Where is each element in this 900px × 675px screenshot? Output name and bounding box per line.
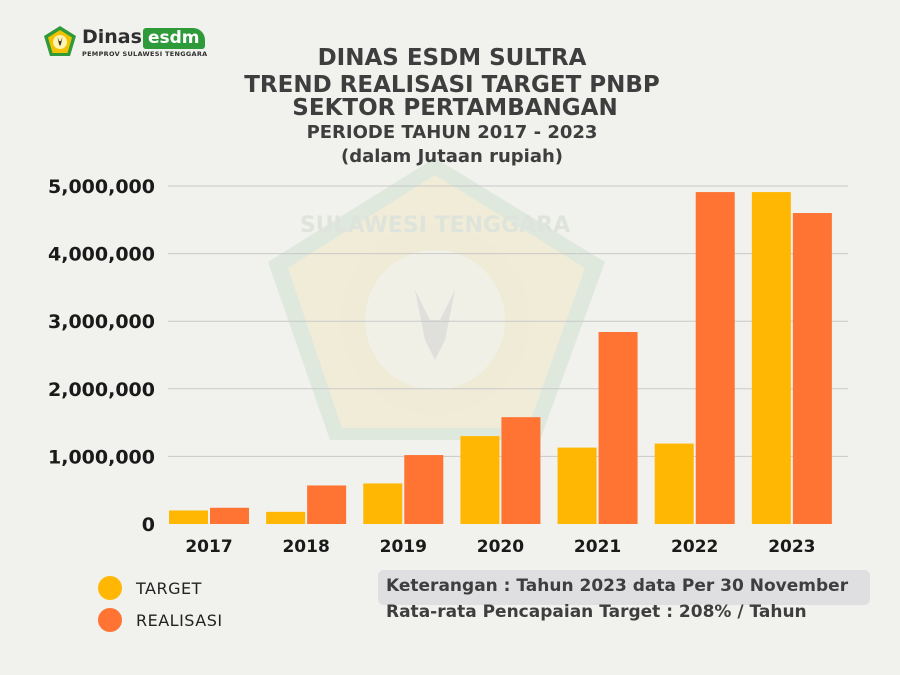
brand-name-dinas: Dinas (82, 26, 142, 48)
legend-target: TARGET (98, 576, 202, 600)
title-line-5: (dalam Jutaan rupiah) (341, 146, 563, 167)
y-axis-ticks: 0 1,000,000 2,000,000 3,000,000 4,000,000 5,0… (48, 176, 155, 536)
x-tick-label-2018: 2018 (282, 537, 329, 557)
legend-target-swatch (98, 576, 122, 600)
chart-title: DINAS ESDM SULTRA TREND REALISASI TARGET… (244, 45, 660, 167)
legend-realisasi-swatch (98, 608, 122, 632)
bar-target-2023 (751, 192, 791, 525)
bar-realisasi-2019 (404, 455, 444, 524)
bar-realisasi-2022 (695, 192, 735, 525)
bar-target-2017 (169, 510, 208, 524)
x-tick-label-2021: 2021 (574, 537, 621, 557)
x-tick-label-2017: 2017 (185, 537, 232, 557)
legend-realisasi: REALISASI (98, 608, 223, 632)
bar-realisasi-2018 (307, 485, 347, 524)
bar-target-2020 (460, 436, 500, 524)
bar-realisasi-2021 (598, 332, 638, 524)
x-tick-label-2022: 2022 (671, 537, 718, 557)
bar-target-2019 (363, 483, 403, 524)
note-keterangan: Keterangan : Tahun 2023 data Per 30 Nove… (386, 576, 849, 596)
emblem-icon (44, 26, 76, 56)
y-tick-label: 3,000,000 (48, 311, 155, 333)
bar-realisasi-2020 (501, 417, 541, 524)
title-line-4: PERIODE TAHUN 2017 - 2023 (307, 122, 598, 143)
x-axis-ticks: 2017 2018 2019 2020 2021 2022 2023 (185, 537, 815, 557)
x-tick-label-2019: 2019 (380, 537, 427, 557)
y-tick-label: 4,000,000 (48, 244, 155, 266)
y-tick-label: 0 (142, 514, 155, 536)
title-line-2: TREND REALISASI TARGET PNBP (244, 72, 660, 98)
bar-target-2018 (266, 511, 306, 524)
x-tick-label-2020: 2020 (477, 537, 524, 557)
brand-logo: Dinas esdm PEMPROV SULAWESI TENGGARA (42, 24, 207, 60)
watermark-text: SULAWESI TENGGARA (300, 213, 570, 238)
y-tick-label: 2,000,000 (48, 379, 155, 401)
bar-target-2022 (654, 443, 694, 524)
bar-realisasi-2017 (210, 507, 249, 524)
brand-name-esdm: esdm (142, 28, 206, 49)
bars (169, 192, 832, 525)
legend-realisasi-label: REALISASI (136, 610, 223, 630)
note-rata-rata: Rata-rata Pencapaian Target : 208% / Tah… (386, 602, 807, 622)
brand-subtitle: PEMPROV SULAWESI TENGGARA (82, 50, 208, 58)
brand-text: Dinas esdm PEMPROV SULAWESI TENGGARA (82, 26, 207, 58)
x-tick-label-2023: 2023 (768, 537, 815, 557)
watermark-emblem: SULAWESI TENGGARA (268, 158, 605, 440)
title-line-3: SEKTOR PERTAMBANGAN (292, 95, 617, 121)
bar-target-2021 (557, 447, 597, 524)
y-tick-label: 5,000,000 (48, 176, 155, 198)
legend-target-label: TARGET (136, 578, 202, 598)
bar-realisasi-2023 (792, 213, 832, 525)
y-tick-label: 1,000,000 (48, 446, 155, 468)
title-line-1: DINAS ESDM SULTRA (318, 45, 587, 71)
note-background (378, 570, 870, 605)
